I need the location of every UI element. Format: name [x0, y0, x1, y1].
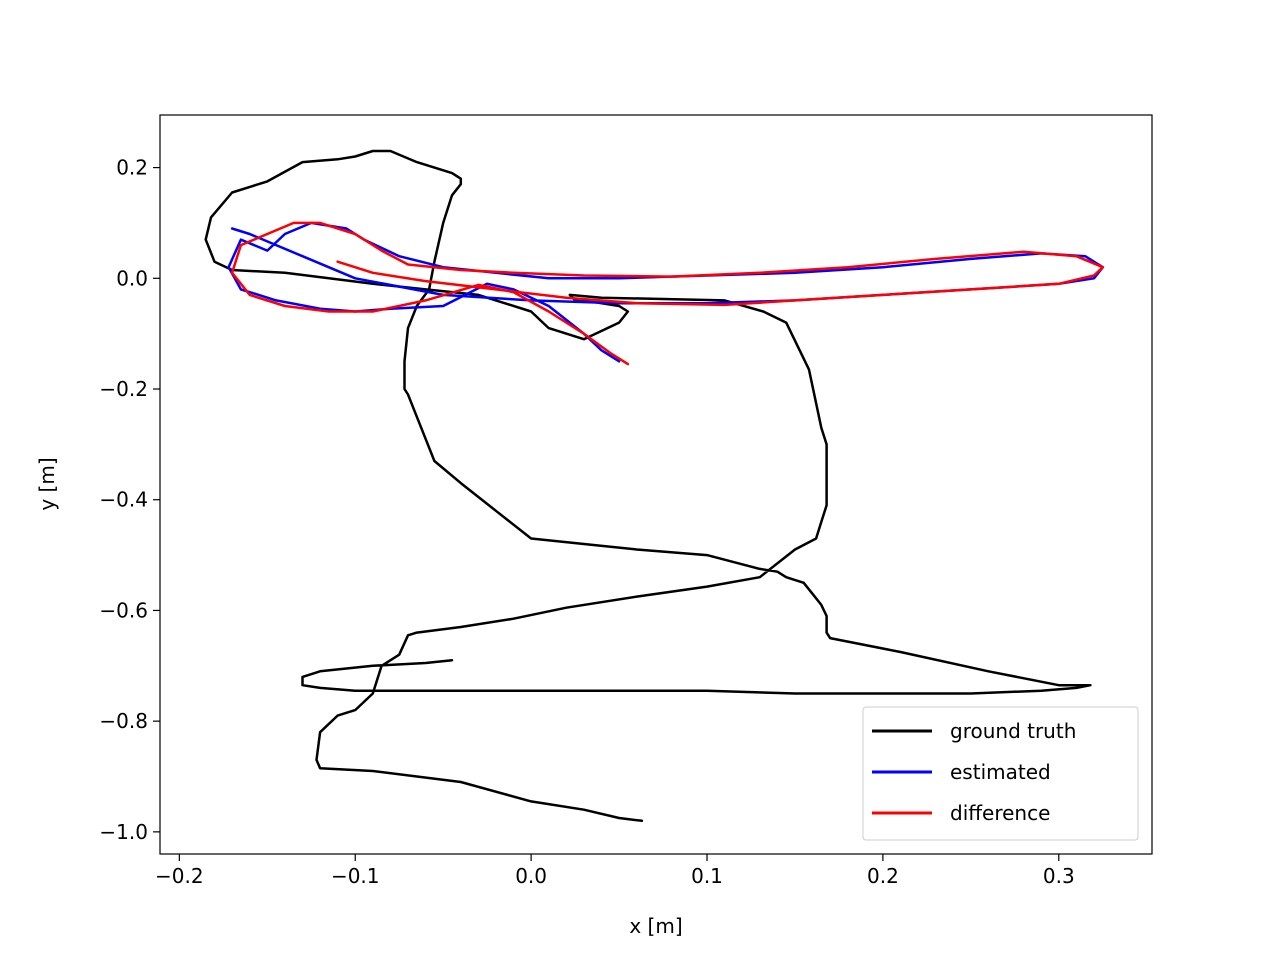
y-tick-label: −0.4	[99, 488, 148, 512]
legend-label-difference: difference	[950, 801, 1050, 825]
axes-frame	[159, 114, 1153, 855]
x-tick-label: −0.2	[155, 864, 204, 888]
y-axis-ticks: 0.2 0.0 −0.2 −0.4 −0.6 −0.8 −1.0	[99, 156, 160, 844]
series-line-ground-truth	[204, 149, 1092, 823]
y-tick-label: −0.6	[99, 598, 148, 622]
x-tick-label: 0.3	[1043, 864, 1075, 888]
y-tick-label: −0.2	[99, 377, 148, 401]
legend-box	[862, 706, 1139, 841]
x-tick-label: 0.0	[515, 864, 547, 888]
y-tick-label: −1.0	[99, 820, 148, 844]
legend-label-estimated: estimated	[950, 760, 1051, 784]
x-axis-ticks: −0.2 −0.1 0.0 0.1 0.2 0.3	[155, 854, 1075, 888]
y-tick-label: 0.2	[116, 156, 148, 180]
legend: ground truth estimated difference	[862, 706, 1139, 841]
y-axis-label: y [m]	[35, 457, 59, 510]
plot-area	[204, 149, 1105, 823]
x-tick-label: 0.2	[867, 864, 899, 888]
x-tick-label: −0.1	[331, 864, 380, 888]
x-tick-label: 0.1	[691, 864, 723, 888]
legend-label-ground-truth: ground truth	[950, 719, 1076, 743]
series-line-difference	[230, 221, 1105, 366]
y-tick-label: −0.8	[99, 709, 148, 733]
x-axis-label: x [m]	[629, 914, 682, 938]
y-tick-label: 0.0	[116, 266, 148, 290]
